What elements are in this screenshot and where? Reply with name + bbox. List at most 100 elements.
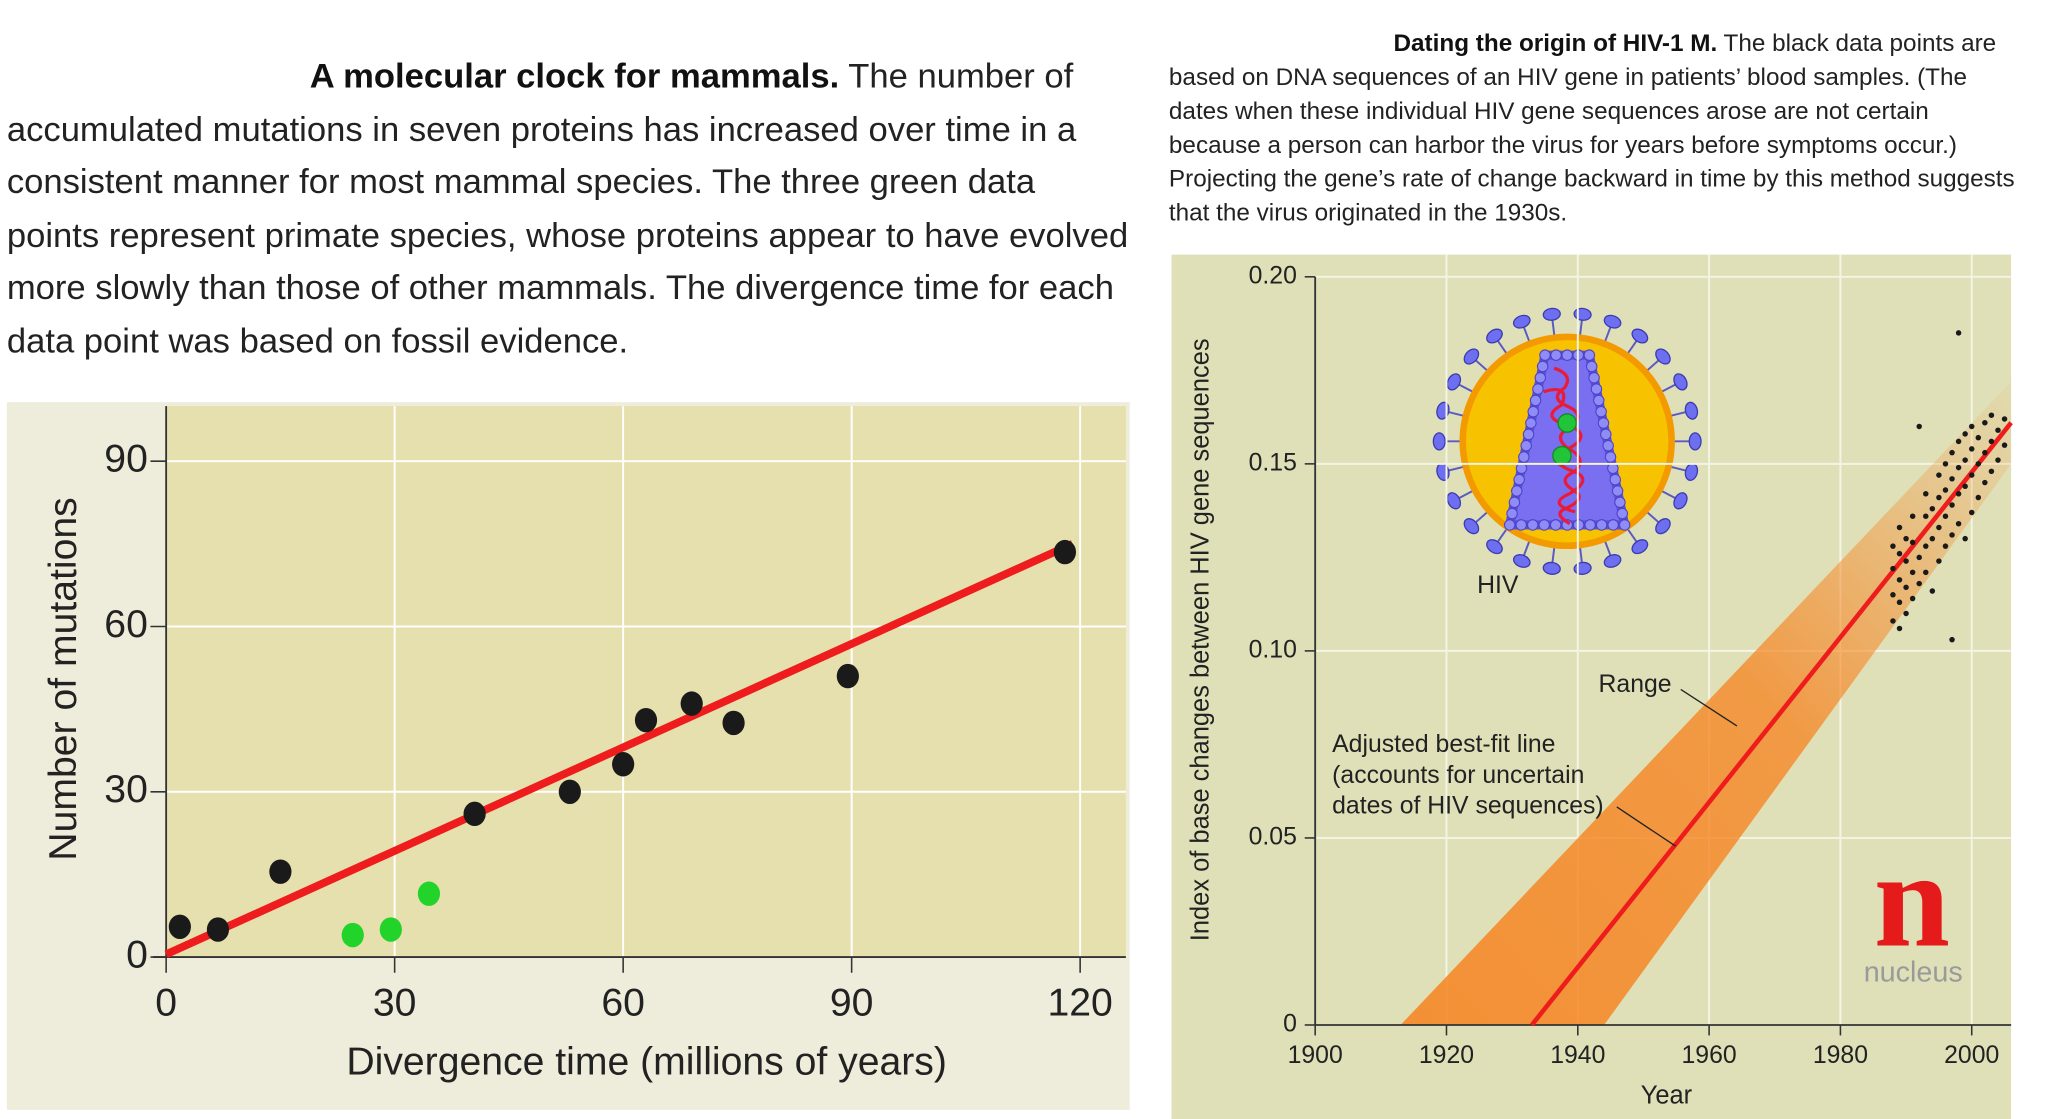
capsid-bead [1602,439,1614,452]
capsid-bead [1595,519,1608,531]
x-tick-label: 1940 [1550,1042,1605,1069]
x-tick-label: 120 [1047,982,1112,1025]
leader-line [1616,806,1676,847]
spike-head [1603,554,1622,568]
fit-line [164,540,1075,958]
capsid-bead [1604,451,1617,463]
data-point [1896,524,1903,531]
data-point [1949,476,1955,482]
spike-head [1486,328,1503,344]
enzyme [1552,445,1572,466]
data-point [1923,513,1929,519]
capsid-bead [1561,349,1573,361]
spike-head [1684,401,1699,420]
capsid-bead [1618,519,1631,531]
data-point [269,859,292,884]
data-point [1903,558,1909,564]
x-tick-label: 30 [373,982,417,1025]
spike-head [1542,561,1561,575]
capsid-bead [1511,485,1523,497]
data-point [1942,461,1949,467]
data-point [836,663,859,689]
data-point [1890,592,1896,598]
caption-body: The black data points are based on DNA s… [1168,28,2015,226]
data-point [1936,524,1942,531]
data-point [1995,457,2001,463]
capsid-bead [1539,349,1551,361]
caption-body: The number of accumulated mutations in s… [6,56,1129,360]
data-point [1929,506,1936,512]
data-point [1896,599,1903,606]
y-tick-label: 0.20 [1249,262,1297,289]
capsid-bead [1526,519,1539,531]
data-point [1962,457,1968,463]
data-point [722,710,745,736]
data-point [1962,535,1968,542]
data-point [1949,532,1955,538]
y-tick-label: 30 [104,768,148,811]
spike-head [1655,518,1671,535]
capsid-bead [1593,394,1605,407]
data-point [1988,412,1995,418]
data-point [1955,330,1962,336]
data-point [1968,472,1975,478]
capsid-bead [1549,519,1562,531]
data-point [1909,513,1916,519]
data-point [1968,509,1975,516]
y-tick-label: 0 [126,933,148,976]
caption-title: Dating the origin of HIV-1 M. [1393,28,1718,57]
data-point [1053,539,1077,565]
data-point [1949,502,1955,508]
data-point [634,707,658,733]
y-axis-title: Index of base changes between HIV gene s… [1186,338,1214,941]
enzyme [1557,413,1577,433]
data-point [1982,419,1988,426]
spike-head [1512,554,1531,568]
data-point [2001,442,2008,448]
data-point [379,917,402,942]
x-axis-title: Divergence time (millions of years) [346,1041,947,1084]
data-point [1955,491,1962,497]
spike-head [1463,518,1480,535]
annotation: Adjusted best-fit line [1332,731,1555,758]
data-point [1975,494,1982,501]
data-point [680,691,703,716]
data-point [1929,588,1936,594]
spike-head [1446,492,1462,510]
data-point [1896,625,1903,632]
data-point [1975,461,1982,467]
annotation: (accounts for uncertain [1332,762,1584,789]
data-point [1896,550,1903,557]
spike-head [1486,539,1503,555]
spike-head [1655,348,1671,365]
capsid-bead [1600,428,1612,441]
capsid-bead [1536,360,1549,373]
data-point [1949,636,1955,643]
spike-head [1631,328,1649,344]
data-point [1916,554,1922,561]
spike-head [1432,432,1446,451]
y-tick-label: 0 [1283,1011,1297,1038]
logo-mark: n [1874,823,1950,975]
data-point [1955,438,1962,445]
capsid-bead [1550,349,1562,361]
spike-head [1688,432,1702,451]
data-point [1995,427,2001,433]
data-point [1916,580,1922,587]
x-tick-label: 0 [155,982,177,1025]
capsid-bead [1609,473,1621,486]
data-point [1942,513,1949,519]
capsid-bead [1529,394,1542,407]
capsid-bead [1527,405,1539,418]
data-point [1923,543,1929,549]
capsid-bead [1525,417,1537,429]
data-point [1890,618,1896,624]
data-point [1936,472,1942,478]
capsid-bead [1534,372,1547,384]
spike-head [1673,373,1688,391]
x-tick-label: 1920 [1419,1042,1474,1069]
capsid-bead [1522,428,1535,441]
annotation: Range [1599,671,1672,698]
capsid-bead [1588,372,1600,384]
